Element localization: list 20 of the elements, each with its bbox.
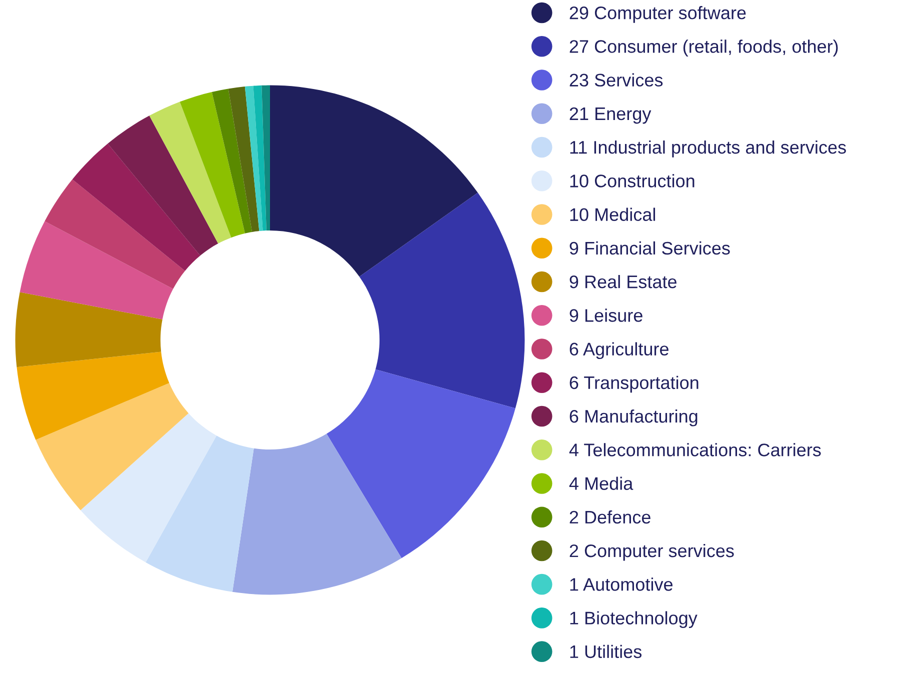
legend-label: 1 Automotive	[570, 578, 672, 591]
legend-label: 10 Medical	[570, 208, 656, 221]
legend-label: 27 Consumer (retail, foods, other)	[570, 40, 838, 56]
legend-label: 6 Agriculture	[570, 342, 668, 360]
legend-label: 29 Computer software	[570, 6, 746, 23]
legend-label: 1 Biotechnology	[570, 611, 698, 628]
legend-label: 4 Media	[569, 476, 634, 490]
legend-label: 23 Services	[570, 73, 663, 87]
legend-label: 2 Computer services	[570, 544, 734, 561]
legend-label: 9 Leisure	[570, 308, 642, 322]
legend-label: 21 Energy	[570, 107, 652, 124]
legend-label: 6 Manufacturing	[570, 409, 698, 426]
legend-label: 2 Defence	[570, 510, 650, 524]
legend-label: 6 Transportation	[570, 376, 698, 393]
legend-label: 10 Construction	[570, 174, 694, 188]
legend-label: 9 Real Estate	[570, 274, 677, 288]
legend-label: 11 Industrial products and services	[570, 140, 846, 158]
legend-label: 1 Utilities	[570, 644, 642, 658]
legend-label: 9 Financial Services	[570, 241, 730, 255]
legend-label: 4 Telecommunications: Carriers	[569, 443, 821, 456]
